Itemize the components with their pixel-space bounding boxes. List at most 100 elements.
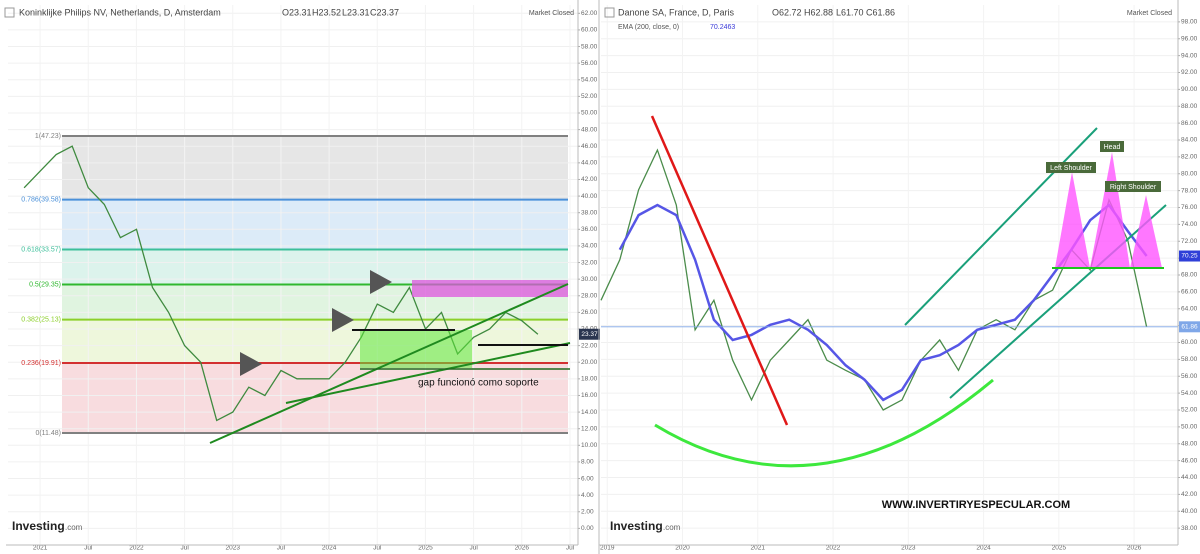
resistance-box — [412, 280, 568, 297]
fib-band — [62, 319, 568, 363]
ohlc: C61.86 — [866, 7, 895, 17]
y-tick-label: 44.00 — [1181, 474, 1198, 481]
x-tick-label: 2024 — [322, 545, 337, 552]
x-tick-label: Jul — [566, 545, 575, 552]
y-tick-label: 98.00 — [1181, 19, 1198, 26]
x-tick-label: Jul — [180, 545, 189, 552]
x-tick-label: 2021 — [751, 545, 766, 552]
status: Market Closed — [529, 10, 574, 17]
y-tick-label: 52.00 — [1181, 407, 1198, 414]
watermark: .com — [663, 523, 681, 532]
y-tick-label: 66.00 — [1181, 289, 1198, 296]
annotation: WWW.INVERTIRYESPECULAR.COM — [882, 499, 1070, 511]
x-tick-label: 2019 — [600, 545, 615, 552]
icon — [604, 7, 615, 18]
price-badge — [1179, 321, 1200, 333]
y-tick-label: 74.00 — [1181, 221, 1198, 228]
trend-line — [285, 342, 571, 404]
y-tick-label: 96.00 — [1181, 35, 1198, 42]
price-badge-label: 61.86 — [1181, 324, 1198, 331]
y-tick-label: 6.00 — [581, 475, 594, 482]
y-tick-label: 76.00 — [1181, 204, 1198, 211]
y-tick-label: 92.00 — [1181, 69, 1198, 76]
x-tick-label: 2023 — [901, 545, 916, 552]
y-tick-label: 88.00 — [1181, 103, 1198, 110]
y-tick-label: 68.00 — [1181, 272, 1198, 279]
y-tick-label: 52.00 — [581, 93, 598, 100]
annotation: Head — [1104, 144, 1121, 151]
pattern-shape — [1055, 172, 1090, 268]
x-tick-label: 2025 — [1052, 545, 1067, 552]
y-tick-label: 94.00 — [1181, 52, 1198, 59]
y-tick-label: 4.00 — [581, 492, 594, 499]
pattern-shape — [1090, 152, 1130, 268]
x-tick-label: Jul — [373, 545, 382, 552]
rounding-bottom — [654, 378, 994, 468]
right-back — [600, 5, 1178, 545]
fib-label: 0.382(25.13) — [21, 316, 61, 323]
y-tick-label: 58.00 — [581, 43, 598, 50]
y-tick-label: 84.00 — [1181, 137, 1198, 144]
y-tick-label: 90.00 — [1181, 86, 1198, 93]
y-tick-label: 38.00 — [581, 209, 598, 216]
fib-label: 1(47.23) — [35, 133, 61, 140]
price-badge-label: 23.37 — [581, 331, 598, 338]
watermark: Investing — [12, 519, 65, 533]
ohlc: H62.88 — [804, 7, 833, 17]
ohlc: L23.31 — [342, 7, 370, 17]
y-tick-label: 12.00 — [581, 425, 598, 432]
y-tick-label: 28.00 — [581, 292, 598, 299]
pattern-shape — [1130, 195, 1162, 268]
y-tick-label: 62.00 — [581, 10, 598, 17]
fib-band — [62, 362, 568, 434]
y-tick-label: 78.00 — [1181, 187, 1198, 194]
front: 0.00 2.00 4.00 6.00 8.00 10.00 12.00 14.00 16.00… — [6, 0, 1200, 552]
x-tick-label: Jul — [84, 545, 93, 552]
y-tick-label: 10.00 — [581, 442, 598, 449]
x-tick-label: 2022 — [826, 545, 841, 552]
left-back: 1(47.23) 0.786(39.58) 0.618(33.57) 0.5(29.3… — [8, 5, 578, 545]
fib-band — [62, 199, 568, 250]
channel-line — [904, 127, 1098, 326]
y-tick-label: 30.00 — [581, 276, 598, 283]
y-tick-label: 38.00 — [1181, 525, 1198, 532]
watermark: Investing — [610, 519, 663, 533]
price-badge — [579, 328, 600, 340]
y-tick-label: 0.00 — [581, 525, 594, 532]
y-tick-label: 14.00 — [581, 409, 598, 416]
y-tick-label: 40.00 — [1181, 508, 1198, 515]
ohlc: O62.72 — [772, 7, 802, 17]
x-tick-label: 2022 — [129, 545, 144, 552]
legend-entry: EMA (200, close, 0) — [618, 24, 679, 31]
chart-title: Danone SA, France, D, Paris — [618, 7, 735, 17]
y-tick-label: 32.00 — [581, 259, 598, 266]
x-tick-label: 2026 — [1127, 545, 1142, 552]
y-tick-label: 56.00 — [1181, 373, 1198, 380]
y-tick-label: 36.00 — [581, 226, 598, 233]
right-drawings — [650, 115, 1167, 468]
y-tick-label: 44.00 — [581, 160, 598, 167]
icon — [4, 7, 15, 18]
y-tick-label: 72.00 — [1181, 238, 1198, 245]
status: Market Closed — [1127, 10, 1172, 17]
annotation: Left Shoulder — [1050, 165, 1092, 172]
left-drawings — [209, 270, 571, 444]
y-tick-label: 22.00 — [581, 342, 598, 349]
y-tick-label: 48.00 — [581, 126, 598, 133]
y-tick-label: 34.00 — [581, 243, 598, 250]
y-tick-label: 48.00 — [1181, 440, 1198, 447]
x-tick-label: 2021 — [33, 545, 48, 552]
gap-box — [360, 330, 472, 368]
triangle — [332, 308, 354, 332]
trend-line — [209, 283, 569, 444]
y-tick-label: 46.00 — [1181, 457, 1198, 464]
y-tick-label: 2.00 — [581, 508, 594, 515]
annotation: gap funcionó como soporte — [418, 378, 539, 389]
y-tick-label: 18.00 — [581, 376, 598, 383]
watermark: .com — [65, 523, 83, 532]
y-tick-label: 54.00 — [1181, 390, 1198, 397]
trend-line — [650, 115, 789, 426]
x-tick-label: Jul — [469, 545, 478, 552]
price-badge-label: 70.25 — [1181, 253, 1198, 260]
